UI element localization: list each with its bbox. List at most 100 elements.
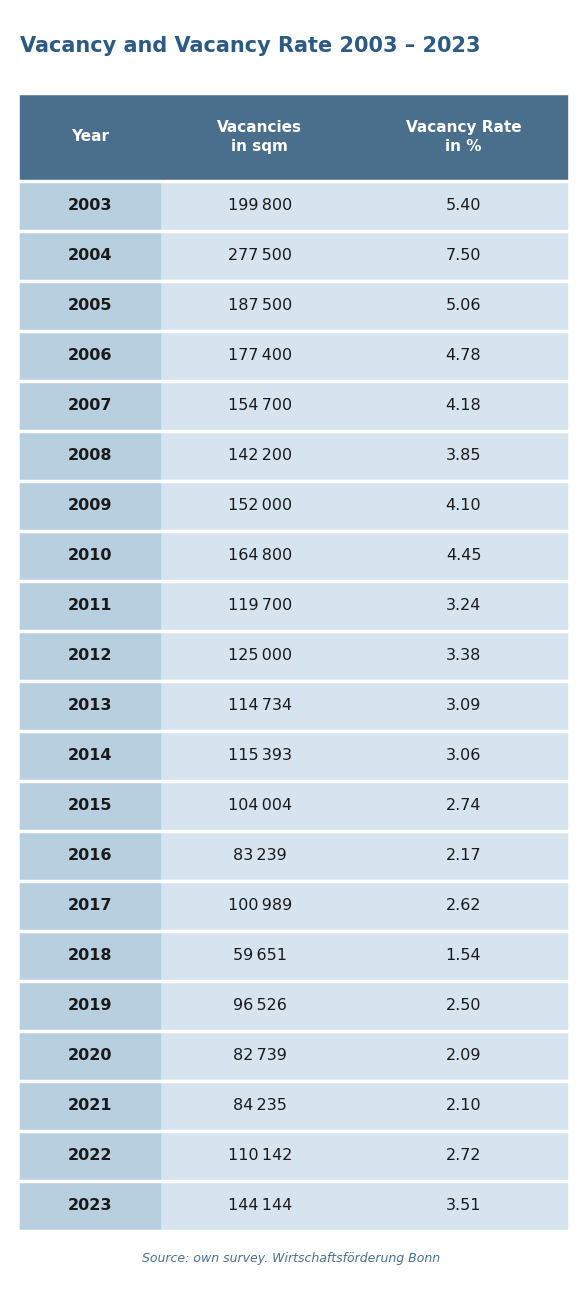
Text: 4.18: 4.18 bbox=[446, 398, 481, 414]
Bar bbox=[20, 230, 160, 281]
Text: 2014: 2014 bbox=[68, 749, 112, 763]
Text: 164 800: 164 800 bbox=[228, 548, 292, 564]
Bar bbox=[20, 881, 567, 931]
Text: Vacancies
in sqm: Vacancies in sqm bbox=[217, 120, 302, 154]
Text: 199 800: 199 800 bbox=[228, 198, 292, 213]
Text: 277 500: 277 500 bbox=[228, 248, 292, 264]
Text: 2011: 2011 bbox=[68, 599, 112, 613]
Text: 2022: 2022 bbox=[68, 1148, 112, 1164]
Bar bbox=[20, 881, 160, 931]
Bar bbox=[20, 431, 160, 481]
Text: 187 500: 187 500 bbox=[228, 299, 292, 313]
Bar bbox=[20, 331, 160, 380]
Bar bbox=[20, 831, 160, 881]
Text: 2016: 2016 bbox=[68, 848, 112, 864]
Bar bbox=[20, 531, 567, 581]
Bar bbox=[20, 981, 567, 1031]
Text: 115 393: 115 393 bbox=[228, 749, 292, 763]
Bar bbox=[20, 380, 567, 431]
Text: 4.10: 4.10 bbox=[446, 498, 481, 513]
Text: 142 200: 142 200 bbox=[228, 449, 292, 463]
Text: 83 239: 83 239 bbox=[233, 848, 286, 864]
Bar bbox=[20, 281, 567, 331]
Text: 5.40: 5.40 bbox=[446, 198, 481, 213]
Text: 144 144: 144 144 bbox=[228, 1199, 292, 1213]
Bar bbox=[20, 1131, 567, 1181]
Text: 100 989: 100 989 bbox=[228, 899, 292, 913]
Bar bbox=[20, 1181, 160, 1231]
Text: 2005: 2005 bbox=[68, 299, 112, 313]
Text: 104 004: 104 004 bbox=[228, 798, 292, 813]
Text: 2004: 2004 bbox=[68, 248, 112, 264]
Bar bbox=[20, 681, 567, 731]
Bar bbox=[20, 1131, 160, 1181]
Text: 3.24: 3.24 bbox=[446, 599, 481, 613]
Text: Vacancy and Vacancy Rate 2003 – 2023: Vacancy and Vacancy Rate 2003 – 2023 bbox=[20, 36, 481, 56]
Text: 2.72: 2.72 bbox=[446, 1148, 481, 1164]
Bar bbox=[20, 1081, 160, 1131]
Text: 2.74: 2.74 bbox=[446, 798, 481, 813]
Text: 2018: 2018 bbox=[68, 948, 112, 963]
Text: 1.54: 1.54 bbox=[446, 948, 481, 963]
Bar bbox=[20, 831, 567, 881]
Text: 2012: 2012 bbox=[68, 648, 112, 663]
Bar bbox=[20, 981, 160, 1031]
Bar bbox=[20, 331, 567, 380]
Text: 2020: 2020 bbox=[68, 1049, 112, 1063]
Text: 110 142: 110 142 bbox=[228, 1148, 292, 1164]
Bar bbox=[20, 1031, 160, 1081]
Text: 5.06: 5.06 bbox=[446, 299, 481, 313]
Text: 4.78: 4.78 bbox=[446, 348, 481, 363]
Text: 3.38: 3.38 bbox=[446, 648, 481, 663]
Text: 59 651: 59 651 bbox=[233, 948, 287, 963]
Text: 84 235: 84 235 bbox=[233, 1099, 287, 1113]
Text: 125 000: 125 000 bbox=[228, 648, 292, 663]
Text: 2015: 2015 bbox=[68, 798, 112, 813]
Text: 3.06: 3.06 bbox=[446, 749, 481, 763]
Bar bbox=[20, 931, 567, 981]
Text: 152 000: 152 000 bbox=[228, 498, 292, 513]
Text: 2006: 2006 bbox=[68, 348, 112, 363]
Bar bbox=[20, 631, 160, 681]
Text: Year: Year bbox=[71, 129, 109, 145]
Text: 4.45: 4.45 bbox=[446, 548, 481, 564]
Text: 3.09: 3.09 bbox=[446, 698, 481, 714]
Bar bbox=[20, 531, 160, 581]
Bar bbox=[20, 1181, 567, 1231]
Bar bbox=[20, 1081, 567, 1131]
Bar bbox=[20, 380, 160, 431]
Text: 82 739: 82 739 bbox=[233, 1049, 287, 1063]
Text: 2.17: 2.17 bbox=[446, 848, 481, 864]
Text: 2003: 2003 bbox=[68, 198, 112, 213]
Bar bbox=[20, 781, 160, 831]
Text: 2023: 2023 bbox=[68, 1199, 112, 1213]
Text: 2.62: 2.62 bbox=[446, 899, 481, 913]
Text: 3.51: 3.51 bbox=[446, 1199, 481, 1213]
Text: 2008: 2008 bbox=[68, 449, 112, 463]
Text: 96 526: 96 526 bbox=[233, 998, 287, 1014]
Text: 119 700: 119 700 bbox=[228, 599, 292, 613]
Text: 114 734: 114 734 bbox=[228, 698, 292, 714]
Text: 2.09: 2.09 bbox=[446, 1049, 481, 1063]
Bar bbox=[20, 181, 160, 230]
Text: 3.85: 3.85 bbox=[446, 449, 481, 463]
Bar bbox=[20, 581, 567, 631]
Bar bbox=[20, 93, 567, 181]
Text: 2019: 2019 bbox=[68, 998, 112, 1014]
Bar bbox=[20, 581, 160, 631]
Bar bbox=[20, 631, 567, 681]
Text: 2017: 2017 bbox=[68, 899, 112, 913]
Text: 2010: 2010 bbox=[68, 548, 112, 564]
Bar bbox=[20, 431, 567, 481]
Bar bbox=[20, 931, 160, 981]
Text: 7.50: 7.50 bbox=[446, 248, 481, 264]
Bar bbox=[20, 181, 567, 230]
Text: 2021: 2021 bbox=[68, 1099, 112, 1113]
Text: Vacancy Rate
in %: Vacancy Rate in % bbox=[406, 120, 521, 154]
Text: 177 400: 177 400 bbox=[228, 348, 292, 363]
Text: 2.10: 2.10 bbox=[446, 1099, 481, 1113]
Bar bbox=[20, 281, 160, 331]
Bar bbox=[20, 230, 567, 281]
Bar bbox=[20, 781, 567, 831]
Text: 2007: 2007 bbox=[68, 398, 112, 414]
